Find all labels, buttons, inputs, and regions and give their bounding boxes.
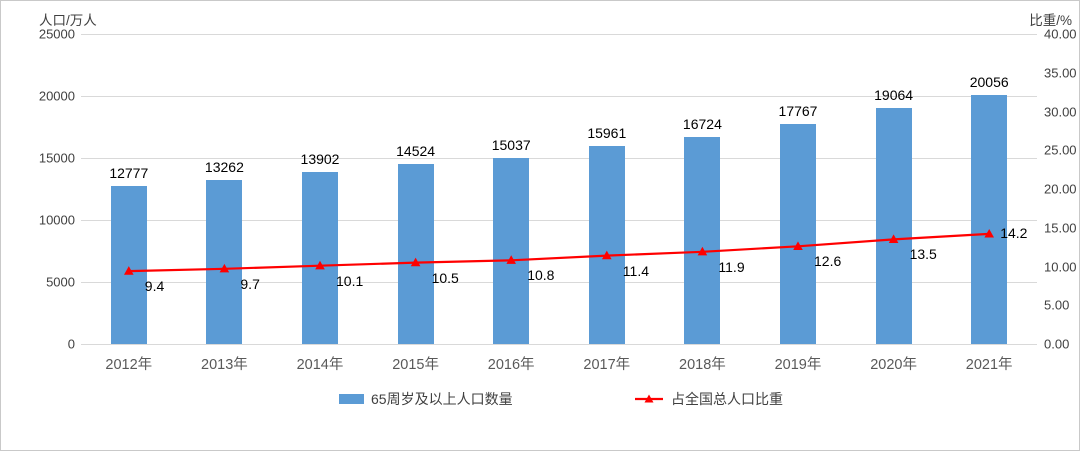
left-axis-tick-label: 15000 bbox=[38, 150, 75, 166]
gridline bbox=[81, 158, 1037, 159]
bar-value-label: 15037 bbox=[491, 136, 531, 153]
right-axis-tick-label: 40.00 bbox=[1044, 26, 1077, 42]
x-axis-tick-label: 2016年 bbox=[487, 357, 535, 373]
bar bbox=[493, 157, 530, 344]
line-point-label: 13.5 bbox=[909, 246, 937, 263]
right-axis-tick-label: 30.00 bbox=[1044, 104, 1077, 119]
bar-value-label: 12777 bbox=[109, 164, 149, 181]
left-axis-tick-label: 25000 bbox=[38, 26, 75, 42]
bar-value-label: 14524 bbox=[396, 142, 436, 159]
gridline bbox=[81, 220, 1037, 221]
bar-value-label: 16724 bbox=[682, 115, 722, 132]
line-point-label: 9.7 bbox=[240, 275, 260, 292]
x-axis-tick-label: 2015年 bbox=[392, 357, 439, 373]
right-axis-tick-label: 10.00 bbox=[1044, 259, 1077, 274]
line-point-label: 10.1 bbox=[336, 272, 364, 289]
right-axis-title: 比重/% bbox=[1029, 13, 1072, 28]
right-axis-tick-label: 0.00 bbox=[1044, 336, 1070, 352]
right-axis-tick-label: 20.00 bbox=[1044, 181, 1077, 197]
legend-item-bar-series: 65周岁及以上人口数量 bbox=[339, 389, 513, 409]
x-axis-tick-label: 2013年 bbox=[201, 357, 248, 373]
right-axis-tick-label: 35.00 bbox=[1044, 65, 1077, 81]
gridline bbox=[81, 34, 1037, 35]
bar bbox=[588, 146, 625, 344]
bar bbox=[397, 163, 434, 344]
line-point-label: 12.6 bbox=[814, 253, 842, 270]
bar-series-swatch bbox=[339, 394, 364, 404]
line-point-label: 9.4 bbox=[144, 278, 165, 295]
bar bbox=[684, 136, 721, 344]
line-point-label: 14.2 bbox=[1000, 224, 1028, 241]
bar-series-legend-label: 65周岁及以上人口数量 bbox=[371, 391, 513, 407]
bar bbox=[206, 179, 243, 344]
x-axis-tick-label: 2019年 bbox=[774, 357, 822, 373]
legend-item-line-series: 占全国总人口比重 bbox=[634, 389, 783, 409]
left-axis-tick-label: 10000 bbox=[38, 212, 75, 228]
bar-value-label: 17767 bbox=[778, 102, 818, 119]
left-axis-tick-label: 5000 bbox=[46, 274, 75, 290]
left-axis-tick-label: 0 bbox=[67, 336, 75, 352]
line-marker-icon bbox=[635, 394, 663, 403]
x-axis-tick-label: 2012年 bbox=[105, 357, 153, 373]
x-axis-tick-label: 2018年 bbox=[679, 357, 726, 373]
line-series-legend-label: 占全国总人口比重 bbox=[671, 391, 783, 407]
left-axis-title: 人口/万人 bbox=[39, 13, 97, 28]
gridline bbox=[81, 344, 1037, 345]
bar-value-label: 13262 bbox=[204, 158, 244, 175]
right-axis-tick-label: 25.00 bbox=[1044, 142, 1077, 158]
bar bbox=[780, 123, 816, 344]
bar bbox=[971, 95, 1008, 344]
bar-value-label: 19064 bbox=[874, 86, 914, 103]
line-series-path bbox=[128, 232, 990, 273]
x-axis-tick-label: 2021年 bbox=[965, 357, 1013, 373]
x-axis-tick-label: 2020年 bbox=[870, 357, 917, 373]
line-point-label: 11.4 bbox=[622, 262, 650, 279]
right-axis-tick-label: 15.00 bbox=[1044, 220, 1077, 236]
line-point-label: 10.8 bbox=[527, 267, 555, 284]
gridline bbox=[81, 282, 1037, 283]
bar bbox=[875, 107, 912, 344]
x-axis-tick-label: 2017年 bbox=[583, 357, 631, 373]
x-axis-tick-label: 2014年 bbox=[296, 357, 344, 373]
bar bbox=[302, 171, 338, 344]
line-point-label: 11.9 bbox=[718, 258, 745, 275]
line-point-label: 10.5 bbox=[431, 269, 459, 286]
bar-value-label: 15961 bbox=[587, 125, 627, 142]
gridline bbox=[81, 96, 1037, 97]
bar bbox=[110, 185, 147, 344]
bar-value-label: 13902 bbox=[300, 150, 340, 167]
line-series-swatch bbox=[634, 393, 664, 405]
bar-value-label: 20056 bbox=[969, 74, 1009, 91]
left-axis-tick-label: 20000 bbox=[38, 88, 75, 104]
right-axis-tick-label: 5.00 bbox=[1044, 297, 1070, 313]
